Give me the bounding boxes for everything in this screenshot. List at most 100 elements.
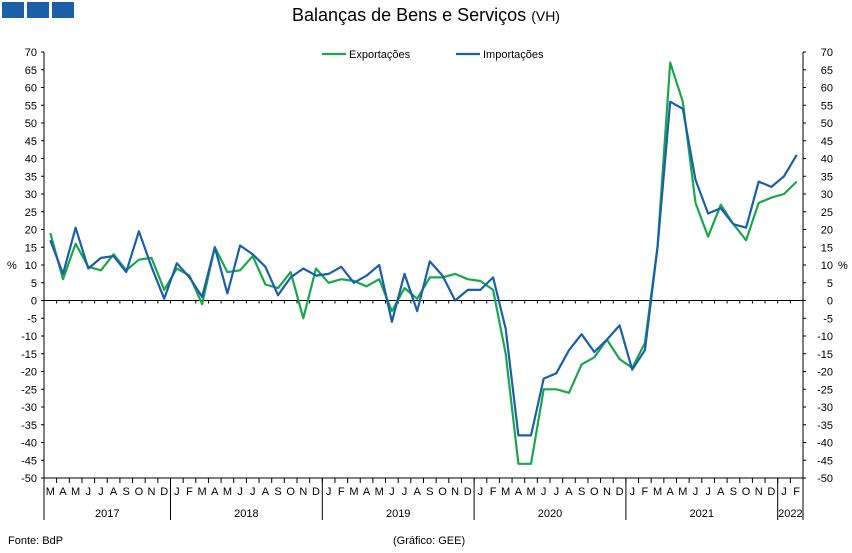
y-tick-label-right: -45	[817, 455, 833, 467]
month-label: D	[767, 486, 775, 498]
month-label: J	[250, 486, 256, 498]
logo-block	[27, 2, 49, 18]
month-label: J	[705, 486, 711, 498]
y-tick-label-left: 15	[25, 242, 37, 254]
month-label: D	[312, 486, 320, 498]
month-label: M	[46, 486, 55, 498]
logo-block	[52, 2, 74, 18]
month-label: D	[464, 486, 472, 498]
year-label: 2022	[778, 508, 802, 520]
month-label: N	[451, 486, 459, 498]
month-label: M	[71, 486, 80, 498]
y-tick-label-right: 25	[821, 207, 833, 219]
month-label: J	[98, 486, 104, 498]
y-axis-label-left: %	[7, 260, 17, 272]
month-label: J	[693, 486, 699, 498]
y-tick-label-right: 30	[821, 189, 833, 201]
series-line-importacoes	[49, 100, 798, 437]
y-tick-label-right: 70	[821, 47, 833, 59]
legend-label-importacoes: Importações	[483, 49, 544, 61]
y-tick-label-right: 10	[821, 260, 833, 272]
y-tick-label-left: 20	[25, 225, 37, 237]
logo-block	[2, 2, 24, 18]
y-tick-label-left: 45	[25, 136, 37, 148]
month-label: S	[123, 486, 130, 498]
credit-note: (Gráfico: GEE)	[393, 535, 466, 547]
y-tick-label-right: 40	[821, 154, 833, 166]
y-tick-label-right: 60	[821, 83, 833, 95]
year-label: 2017	[95, 508, 119, 520]
y-tick-label-right: -35	[817, 420, 833, 432]
y-tick-label-left: 5	[31, 278, 37, 290]
month-label: M	[678, 486, 687, 498]
y-tick-label-left: -25	[21, 384, 37, 396]
y-tick-label-right: -15	[817, 349, 833, 361]
y-tick-label-right: 15	[821, 242, 833, 254]
year-label: 2018	[234, 508, 258, 520]
month-label: O	[286, 486, 295, 498]
y-tick-label-left: 65	[25, 65, 37, 77]
month-label: N	[755, 486, 763, 498]
legend-label-exportacoes: Exportações	[349, 49, 411, 61]
y-tick-label-left: 40	[25, 154, 37, 166]
y-tick-label-right: -30	[817, 402, 833, 414]
y-tick-label-right: -25	[817, 384, 833, 396]
y-tick-label-right: 55	[821, 100, 833, 112]
year-label: 2020	[538, 508, 562, 520]
y-tick-label-right: 65	[821, 65, 833, 77]
y-tick-label-left: 60	[25, 83, 37, 95]
month-label: J	[478, 486, 484, 498]
y-tick-label-left: -50	[21, 473, 37, 485]
month-label: O	[438, 486, 447, 498]
y-tick-label-right: 5	[827, 278, 833, 290]
y-tick-label-left: 0	[31, 296, 37, 308]
month-label: A	[110, 486, 118, 498]
y-tick-label-right: 20	[821, 225, 833, 237]
y-tick-label-right: 0	[827, 296, 833, 308]
month-label: J	[174, 486, 180, 498]
y-tick-label-right: -50	[817, 473, 833, 485]
y-tick-label-left: -30	[21, 402, 37, 414]
chart-title-text: Balanças de Bens e Serviços	[292, 5, 527, 25]
y-tick-label-left: 10	[25, 260, 37, 272]
month-label: F	[186, 486, 193, 498]
month-label: J	[629, 486, 635, 498]
y-tick-label-left: 50	[25, 118, 37, 130]
y-tick-label-left: 70	[25, 47, 37, 59]
month-label: A	[363, 486, 371, 498]
month-label: N	[148, 486, 156, 498]
month-label: M	[653, 486, 662, 498]
month-label: O	[590, 486, 599, 498]
month-label: A	[414, 486, 422, 498]
month-label: N	[603, 486, 611, 498]
y-tick-label-right: -10	[817, 331, 833, 343]
month-label: A	[211, 486, 219, 498]
source-note: Fonte: BdP	[8, 535, 64, 547]
brand-logo	[2, 2, 74, 18]
year-label: 2021	[690, 508, 714, 520]
axes-group: -50 -50-45 -45-40 -40-35 -35-30 -30-25 -25-20-…	[7, 47, 848, 520]
y-tick-label-left: -35	[21, 420, 37, 432]
month-label: O	[135, 486, 144, 498]
y-tick-label-left: -15	[21, 349, 37, 361]
month-label: A	[515, 486, 523, 498]
y-tick-label-left: 30	[25, 189, 37, 201]
y-tick-label-left: -5	[27, 313, 37, 325]
month-label: F	[490, 486, 497, 498]
month-label: F	[338, 486, 345, 498]
y-tick-label-left: 35	[25, 171, 37, 183]
y-tick-label-left: -45	[21, 455, 37, 467]
month-label: J	[86, 486, 92, 498]
y-tick-label-right: -5	[823, 313, 833, 325]
month-label: M	[375, 486, 384, 498]
month-label: J	[402, 486, 408, 498]
month-label: J	[389, 486, 395, 498]
month-label: O	[742, 486, 751, 498]
y-axis-label-right: %	[838, 260, 848, 272]
y-tick-label-left: -40	[21, 438, 37, 450]
month-label: A	[59, 486, 67, 498]
y-tick-label-left: -10	[21, 331, 37, 343]
y-tick-label-right: 35	[821, 171, 833, 183]
y-tick-label-right: -40	[817, 438, 833, 450]
